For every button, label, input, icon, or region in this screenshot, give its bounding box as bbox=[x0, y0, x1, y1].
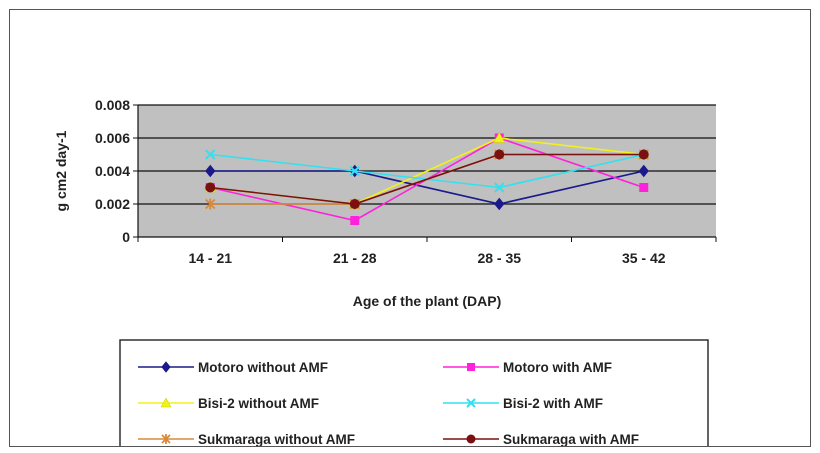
series-line bbox=[210, 170, 644, 205]
point-marker bbox=[494, 197, 505, 211]
legend-label: Sukmaraga with AMF bbox=[503, 432, 639, 446]
series-6 bbox=[205, 149, 649, 209]
point-marker bbox=[467, 363, 475, 371]
x-axis-title: Age of the plant (DAP) bbox=[353, 293, 502, 309]
x-tick-label: 14 - 21 bbox=[188, 250, 232, 266]
point-marker bbox=[205, 149, 216, 160]
y-tick-label: 0.006 bbox=[95, 130, 130, 146]
legend-box bbox=[119, 339, 709, 446]
point-marker bbox=[205, 198, 216, 210]
point-marker bbox=[349, 199, 360, 209]
line-chart: 0 0.002 0.004 0.006 0.008 14 - 21 21 - 28 28 - … bbox=[53, 97, 717, 446]
point-marker bbox=[349, 165, 360, 177]
point-marker bbox=[350, 216, 360, 225]
point-marker bbox=[639, 183, 649, 192]
point-marker bbox=[466, 398, 476, 408]
series-line bbox=[210, 153, 644, 205]
legend-item: Bisi-2 with AMF bbox=[443, 396, 603, 411]
legend-label: Motoro with AMF bbox=[503, 360, 612, 375]
point-marker bbox=[160, 397, 172, 408]
legend-item: Motoro without AMF bbox=[138, 360, 328, 375]
legend-label: Motoro without AMF bbox=[198, 360, 328, 375]
point-marker bbox=[205, 182, 216, 193]
legend-item: Motoro with AMF bbox=[443, 360, 612, 375]
y-tick-label: 0.002 bbox=[95, 196, 130, 212]
y-tick-label: 0 bbox=[122, 229, 130, 245]
y-tick-label: 0.008 bbox=[95, 97, 130, 113]
legend-item: Bisi-2 without AMF bbox=[138, 396, 319, 411]
point-marker bbox=[638, 164, 649, 178]
point-marker bbox=[638, 149, 649, 160]
point-marker bbox=[466, 434, 476, 444]
legend-label: Bisi-2 without AMF bbox=[198, 396, 319, 411]
point-marker bbox=[161, 434, 171, 444]
legend-label: Sukmaraga without AMF bbox=[198, 432, 355, 446]
legend-label: Bisi-2 with AMF bbox=[503, 396, 603, 411]
y-tick-label: 0.004 bbox=[95, 163, 130, 179]
x-tick-label: 35 - 42 bbox=[622, 250, 666, 266]
point-marker bbox=[494, 182, 505, 193]
point-marker bbox=[161, 361, 171, 373]
point-marker bbox=[205, 164, 216, 178]
chart-frame: 0 0.002 0.004 0.006 0.008 14 - 21 21 - 28 28 - … bbox=[9, 9, 811, 447]
legend-item: Sukmaraga with AMF bbox=[443, 432, 639, 446]
x-tick-label: 28 - 35 bbox=[477, 250, 521, 266]
point-marker bbox=[493, 131, 506, 143]
legend-item: Sukmaraga without AMF bbox=[138, 432, 355, 446]
point-marker bbox=[494, 149, 505, 160]
y-axis-title: g cm2 day-1 bbox=[53, 130, 69, 211]
x-tick-label: 21 - 28 bbox=[333, 250, 377, 266]
